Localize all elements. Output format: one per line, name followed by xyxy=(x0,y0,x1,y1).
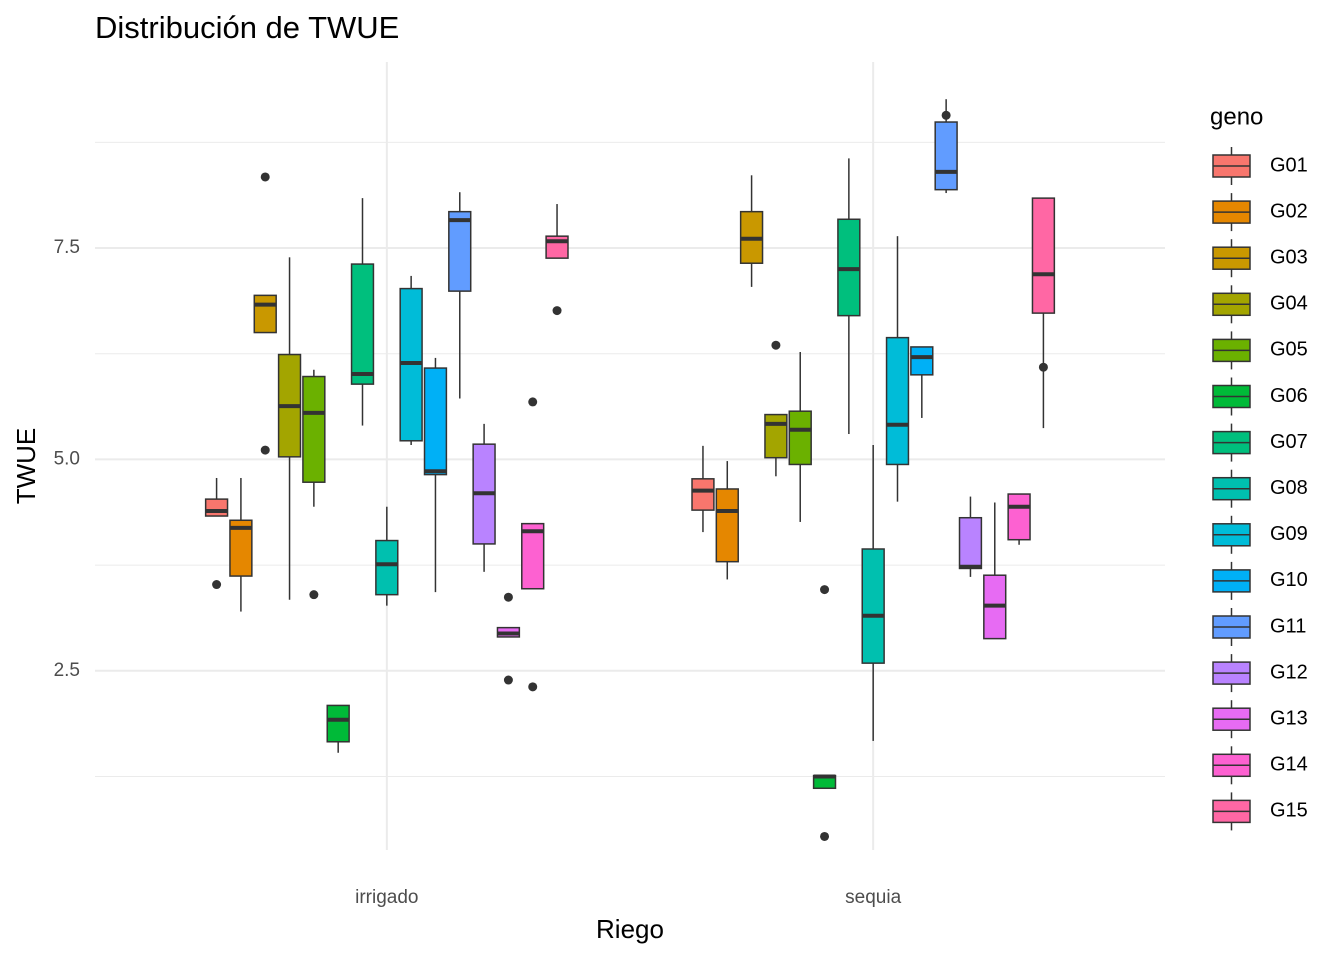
outlier xyxy=(260,172,270,182)
legend-label: G02 xyxy=(1270,200,1308,222)
box xyxy=(302,375,326,483)
legend-label: G13 xyxy=(1270,707,1308,729)
legend-label: G07 xyxy=(1270,431,1308,453)
outlier xyxy=(503,675,513,685)
box xyxy=(1007,493,1031,541)
box xyxy=(423,367,448,476)
box xyxy=(375,539,399,596)
chart-title: Distribución de TWUE xyxy=(95,10,399,45)
legend-label: G05 xyxy=(1270,339,1308,361)
box xyxy=(521,522,545,590)
y-tick-label: 5.0 xyxy=(54,448,80,469)
box xyxy=(715,488,739,563)
outlier xyxy=(820,585,830,595)
legend-label: G11 xyxy=(1270,615,1306,637)
outlier xyxy=(212,580,222,590)
box xyxy=(788,410,812,466)
legend-label: G14 xyxy=(1270,754,1308,776)
legend-label: G03 xyxy=(1270,246,1308,268)
box xyxy=(326,704,350,743)
outlier xyxy=(820,831,830,841)
box xyxy=(253,294,277,334)
outlier xyxy=(941,110,951,120)
legend-label: G06 xyxy=(1270,385,1308,407)
y-tick-label: 7.5 xyxy=(54,237,80,258)
x-tick-label: sequia xyxy=(845,887,901,908)
x-axis-label: Riego xyxy=(596,914,664,944)
legend-title: geno xyxy=(1210,103,1263,130)
box xyxy=(204,498,229,517)
legend-label: G09 xyxy=(1270,523,1308,545)
outlier xyxy=(1038,362,1048,372)
x-tick-label: irrigado xyxy=(355,887,418,908)
box xyxy=(691,478,715,511)
box xyxy=(1031,197,1056,314)
box xyxy=(448,210,472,292)
box xyxy=(229,519,253,577)
legend-label: G15 xyxy=(1270,800,1308,822)
box xyxy=(958,516,983,570)
outlier xyxy=(771,340,781,350)
box xyxy=(350,263,375,385)
box xyxy=(910,346,934,376)
outlier xyxy=(528,682,538,692)
box xyxy=(885,336,910,466)
legend-label: G01 xyxy=(1270,154,1308,176)
legend-label: G12 xyxy=(1270,661,1308,683)
legend-label: G08 xyxy=(1270,477,1308,499)
box xyxy=(934,121,958,191)
outlier xyxy=(528,397,538,407)
outlier xyxy=(309,590,319,600)
legend-label: G04 xyxy=(1270,293,1308,315)
outlier xyxy=(552,306,562,316)
y-tick-label: 2.5 xyxy=(54,660,80,681)
legend-label: G10 xyxy=(1270,569,1308,591)
y-axis-label: TWUE xyxy=(11,428,41,505)
outlier xyxy=(503,592,513,602)
box xyxy=(861,548,885,664)
outlier xyxy=(260,445,270,455)
box xyxy=(764,413,788,459)
